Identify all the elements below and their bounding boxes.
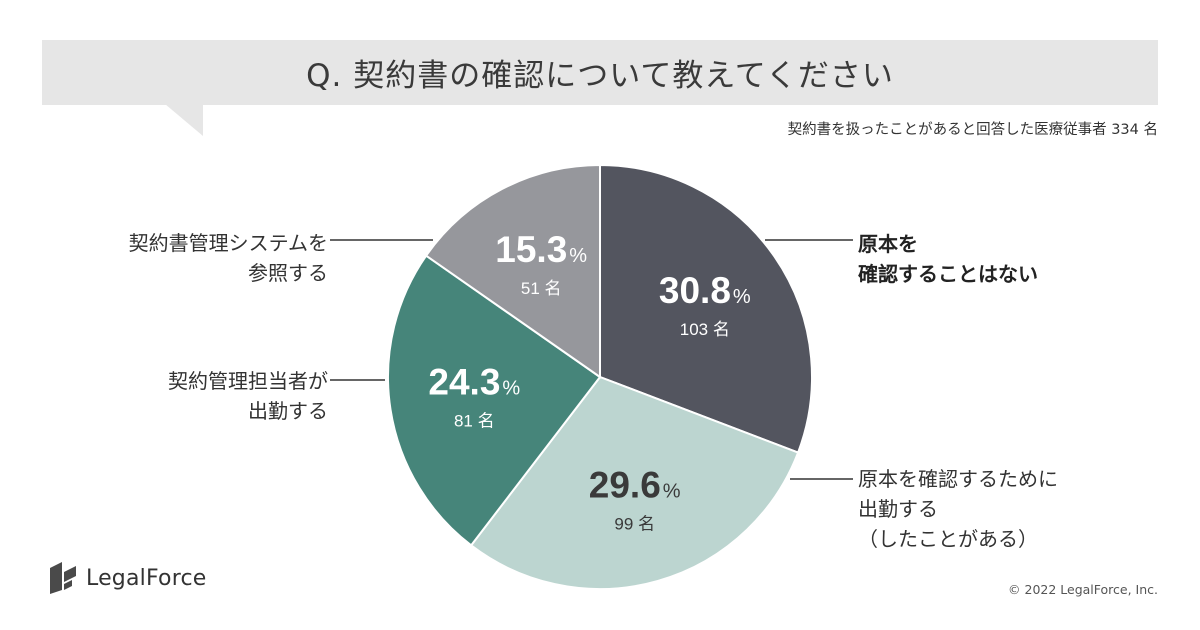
slice-label-line: 原本を — [858, 232, 918, 256]
slice-label-line: 出勤する — [858, 497, 938, 521]
respondent-note: 契約書を扱ったことがあると回答した医療従事者 334 名 — [787, 122, 1158, 138]
slice-no-confirm — [599, 163, 813, 454]
slice-label-no-confirm: 原本を 確認することはない — [858, 229, 1038, 289]
slice-label-line: 原本を確認するために — [858, 467, 1058, 491]
slice-label-system: 契約書管理システムを 参照する — [129, 228, 328, 288]
page-title: Q. 契約書の確認について教えてください — [306, 58, 894, 94]
slice-count-label: 81 名 — [454, 412, 495, 431]
slice-label-line: 契約書管理システムを — [128, 231, 328, 255]
slice-count-label: 51 名 — [521, 279, 562, 298]
banner-tail — [165, 104, 203, 136]
slice-count-label: 103 名 — [680, 320, 730, 339]
slice-count-label: 99 名 — [614, 514, 655, 533]
question-banner: Q. 契約書の確認について教えてください — [42, 40, 1158, 105]
slice-admin-goes — [387, 254, 602, 547]
slice-percent-label: 15.3% — [495, 229, 587, 270]
slice-label-go-to-office: 原本を確認するために 出勤する （したことがある） — [858, 464, 1058, 554]
slice-label-line: 出勤する — [248, 399, 328, 423]
copyright: © 2022 LegalForce, Inc. — [1008, 582, 1158, 597]
legalforce-logo-icon — [50, 562, 76, 594]
slice-label-admin-goes: 契約管理担当者が 出勤する — [168, 366, 328, 426]
slice-go-to-office — [469, 375, 800, 590]
slice-label-line: 参照する — [248, 261, 328, 285]
legalforce-logo: LegalForce — [48, 560, 207, 596]
logo-text: LegalForce — [86, 565, 207, 591]
slice-label-line: 確認することはない — [858, 262, 1038, 286]
slice-label-line: （したことがある） — [858, 527, 1038, 551]
slice-label-line: 契約管理担当者が — [168, 369, 328, 393]
slice-system — [424, 163, 601, 379]
